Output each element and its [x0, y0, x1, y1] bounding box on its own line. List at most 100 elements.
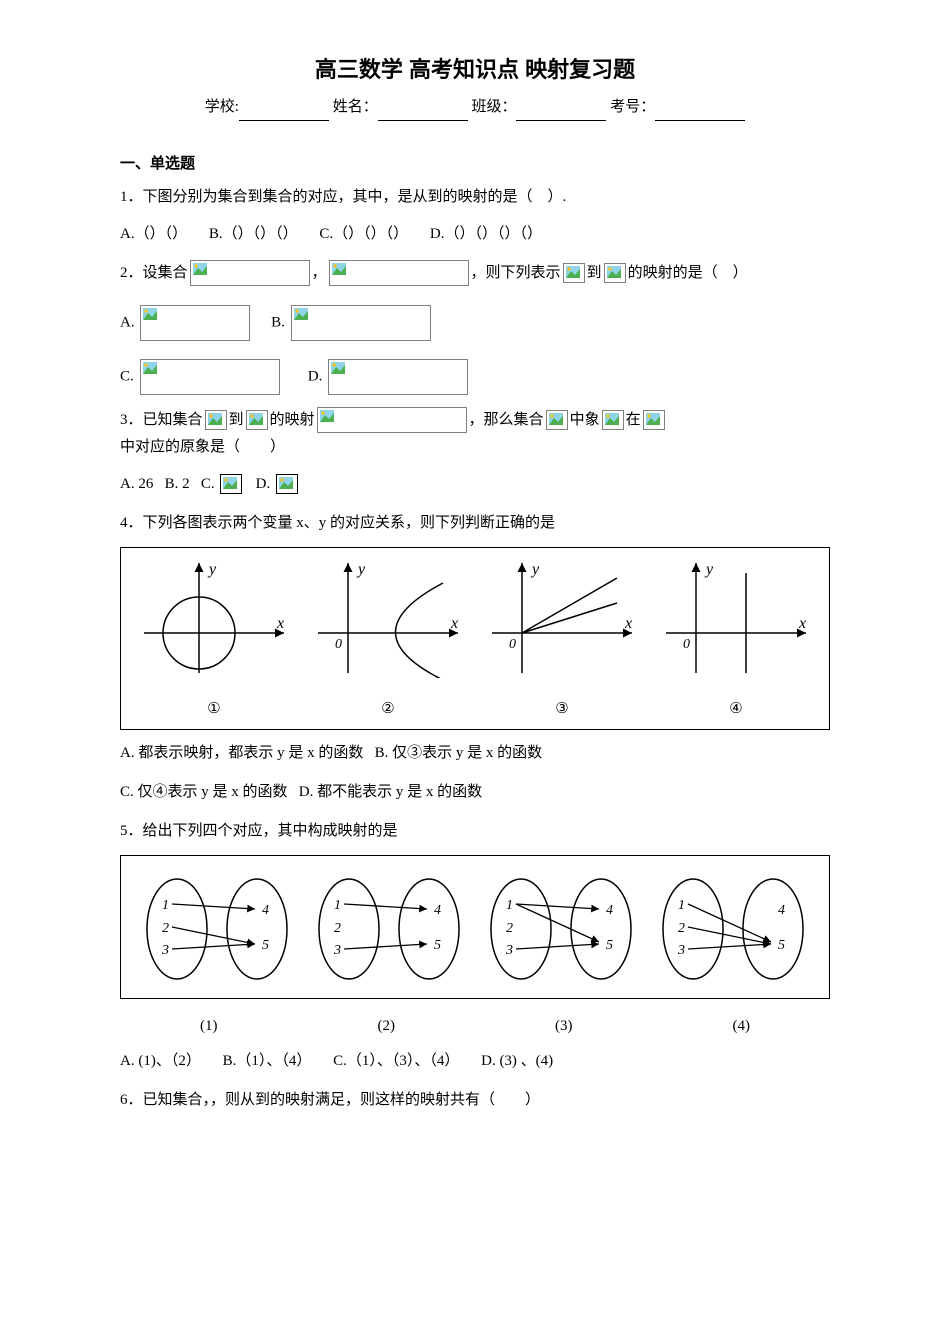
broken-image-icon [246, 410, 268, 430]
q2-opt-c-label: C. [120, 368, 134, 384]
q5-figure: 1 2 3 4 5 1 2 3 4 5 1 2 [120, 855, 830, 999]
name-blank [378, 103, 468, 121]
q3-mid2: ，那么集合 [469, 412, 544, 428]
q3-opt-d-label: D. [256, 476, 271, 492]
q5-opt-b: B.（1）、（4） [223, 1053, 312, 1069]
examno-blank [655, 103, 745, 121]
broken-image-icon [140, 305, 250, 341]
broken-image-icon [643, 410, 665, 430]
name-label: 姓名： [333, 99, 378, 115]
x-label: x [450, 615, 458, 632]
zero-label: 0 [335, 637, 342, 652]
q4-num-3: ③ [487, 696, 637, 723]
q2-tail: 的映射的是（ ） [628, 265, 748, 281]
broken-image-icon [140, 359, 280, 395]
q4-options-1: A. 都表示映射，都表示 y 是 x 的函数 B. 仅③表示 y 是 x 的函数 [120, 740, 830, 767]
q3-options: A. 26 B. 2 C. D. [120, 471, 830, 498]
q2-options-cd: C. D. [120, 359, 830, 395]
q3-prefix: 3．已知集合 [120, 412, 203, 428]
x-label: x [624, 615, 632, 632]
x-label: x [276, 615, 284, 632]
question-3: 3．已知集合到的映射，那么集合中象在中对应的原象是（ ） [120, 407, 830, 461]
q5-label-3: (3) [479, 1013, 649, 1040]
svg-text:1: 1 [506, 898, 513, 913]
broken-image-icon [563, 263, 585, 283]
y-label: y [530, 561, 540, 578]
q4-opt-b: B. 仅③表示 y 是 x 的函数 [375, 745, 543, 761]
broken-image-icon [205, 410, 227, 430]
q4-num-1: ① [139, 696, 289, 723]
zero-label: 0 [683, 637, 690, 652]
broken-image-icon [276, 474, 298, 494]
broken-image-icon [291, 305, 431, 341]
q2-opt-d-label: D. [308, 368, 323, 384]
school-blank [239, 103, 329, 121]
q5-options: A. (1)、（2） B.（1）、（4） C.（1）、（3）、（4） D. (3… [120, 1048, 830, 1075]
q2-options-ab: A. B. [120, 305, 830, 341]
q4-num-2: ② [313, 696, 463, 723]
q4-opt-a: A. 都表示映射，都表示 y 是 x 的函数 [120, 745, 363, 761]
q1-opt-a: A.（）（） [120, 226, 187, 242]
q4-graph-2: y x 0 ② [313, 558, 463, 723]
q5-opt-d: D. (3) 、(4) [481, 1053, 553, 1069]
q3-map-label: 的映射 [270, 412, 315, 428]
svg-text:1: 1 [678, 898, 685, 913]
svg-text:5: 5 [434, 938, 441, 953]
svg-text:4: 4 [778, 903, 785, 918]
q2-to: 到 [587, 265, 602, 281]
svg-text:4: 4 [262, 903, 269, 918]
q2-opt-b-label: B. [271, 314, 285, 330]
question-6: 6．已知集合，，则从到的映射满足，则这样的映射共有（ ） [120, 1087, 830, 1114]
svg-text:5: 5 [778, 938, 785, 953]
svg-text:3: 3 [505, 943, 513, 958]
q3-opt-a-val: 26 [138, 476, 153, 492]
q3-tail: 中对应的原象是（ ） [120, 439, 285, 455]
broken-image-icon [602, 410, 624, 430]
svg-text:3: 3 [161, 943, 169, 958]
q4-num-4: ④ [661, 696, 811, 723]
broken-image-icon [546, 410, 568, 430]
q3-opt-c-label: C. [201, 476, 215, 492]
question-1: 1．下图分别为集合到集合的对应，其中，是从到的映射的是（ ）. [120, 184, 830, 211]
class-label: 班级： [471, 99, 516, 115]
q5-label-1: (1) [124, 1013, 294, 1040]
page-title: 高三数学 高考知识点 映射复习题 [120, 50, 830, 90]
y-label: y [356, 561, 366, 578]
svg-text:4: 4 [434, 903, 441, 918]
broken-image-icon [190, 260, 310, 286]
svg-text:2: 2 [334, 921, 341, 936]
question-4: 4．下列各图表示两个变量 x、y 的对应关系，则下列判断正确的是 [120, 510, 830, 537]
q3-opt-a-label: A. [120, 476, 135, 492]
svg-text:1: 1 [162, 898, 169, 913]
examno-label: 考号： [610, 99, 655, 115]
section-1-heading: 一、单选题 [120, 151, 830, 178]
svg-text:2: 2 [506, 921, 513, 936]
svg-text:3: 3 [333, 943, 341, 958]
y-label: y [207, 561, 217, 578]
zero-label: 0 [509, 637, 516, 652]
q1-opt-b: B.（）（）（） [209, 226, 298, 242]
q4-opt-c: C. 仅④表示 y 是 x 的函数 [120, 784, 288, 800]
q5-map-2: 1 2 3 4 5 [309, 874, 469, 984]
class-blank [516, 103, 606, 121]
q2-opt-a-label: A. [120, 314, 135, 330]
header-fields: 学校: 姓名： 班级： 考号： [120, 94, 830, 121]
question-5: 5．给出下列四个对应，其中构成映射的是 [120, 818, 830, 845]
q4-options-2: C. 仅④表示 y 是 x 的函数 D. 都不能表示 y 是 x 的函数 [120, 779, 830, 806]
q4-figure: y x ① y x 0 ② [120, 547, 830, 730]
q1-opt-d: D.（）（）（）（） [430, 226, 542, 242]
x-label: x [798, 615, 806, 632]
q4-opt-d: D. 都不能表示 y 是 x 的函数 [299, 784, 482, 800]
svg-text:4: 4 [606, 903, 613, 918]
svg-text:3: 3 [677, 943, 685, 958]
q1-opt-c: C.（）（）（） [319, 226, 408, 242]
q5-map-4: 1 2 3 4 5 [653, 874, 813, 984]
broken-image-icon [604, 263, 626, 283]
svg-text:1: 1 [334, 898, 341, 913]
q2-after: ，则下列表示 [471, 265, 561, 281]
q5-map-1: 1 2 3 4 5 [137, 874, 297, 984]
q1-options: A.（）（） B.（）（）（） C.（）（）（） D.（）（）（）（） [120, 221, 830, 248]
q5-opt-a: A. (1)、（2） [120, 1053, 201, 1069]
svg-text:2: 2 [678, 921, 685, 936]
q5-map-3: 1 2 3 4 5 [481, 874, 641, 984]
